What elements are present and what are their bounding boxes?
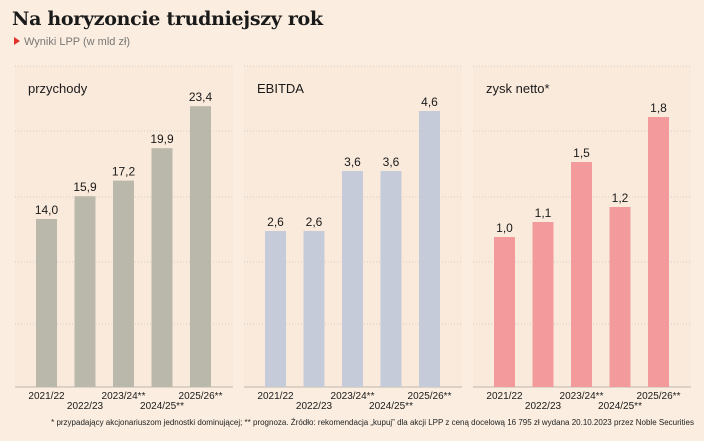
data-label: 2,6 [267,215,284,229]
bar [419,111,440,387]
tick-label: 2022/23 [67,401,104,412]
bar [113,180,134,387]
bar [36,219,57,387]
bar [532,222,554,387]
data-label: 1,1 [535,206,552,220]
subtitle-text: Wyniki LPP (w mld zł) [24,36,131,48]
bar [494,237,515,387]
bar [648,117,669,387]
tick-label: 2021/22 [257,391,294,402]
tick-label: 2025/26** [408,391,452,402]
data-label: 2,6 [306,215,323,229]
footnote: * przypadający akcjonariuszom jednostki … [51,418,694,427]
data-label: 1,0 [496,221,513,235]
tick-label: 2021/22 [486,391,523,402]
tick-label: 2025/26** [179,391,223,402]
data-label: 1,8 [650,101,667,115]
tick-label: 2021/22 [28,391,65,402]
data-label: 4,6 [421,95,438,109]
data-label: 3,6 [344,155,361,169]
data-label: 1,5 [573,146,590,160]
panel-title: EBITDA [257,81,304,96]
tick-label: 2024/25** [598,401,642,412]
bar [74,196,96,387]
chart-title: Na horyzoncie trudniejszy rok [12,8,323,30]
tick-label: 2024/25** [140,401,184,412]
data-label: 15,9 [73,180,97,194]
tick-label: 2022/23 [296,401,333,412]
data-label: 1,2 [612,191,629,205]
bar [380,171,402,387]
data-label: 23,4 [189,90,213,104]
data-label: 17,2 [112,165,136,179]
panel-title: zysk netto* [486,81,550,96]
tick-label: 2024/25** [369,401,413,412]
bar [151,148,173,387]
tick-label: 2023/24** [331,391,375,402]
bar [571,162,592,387]
data-label: 14,0 [35,203,59,217]
data-label: 3,6 [383,155,400,169]
data-label: 19,9 [150,132,174,146]
tick-label: 2025/26** [637,391,681,402]
chart-subtitle: Wyniki LPP (w mld zł) [14,36,130,48]
bar [303,231,325,387]
tick-label: 2023/24** [560,391,604,402]
bar [190,106,211,387]
bar [609,207,631,387]
tick-label: 2023/24** [102,391,146,402]
red-triangle-icon [14,37,20,45]
tick-label: 2022/23 [525,401,562,412]
bar [342,171,363,387]
panel-title: przychody [28,81,88,96]
bar [265,231,286,387]
